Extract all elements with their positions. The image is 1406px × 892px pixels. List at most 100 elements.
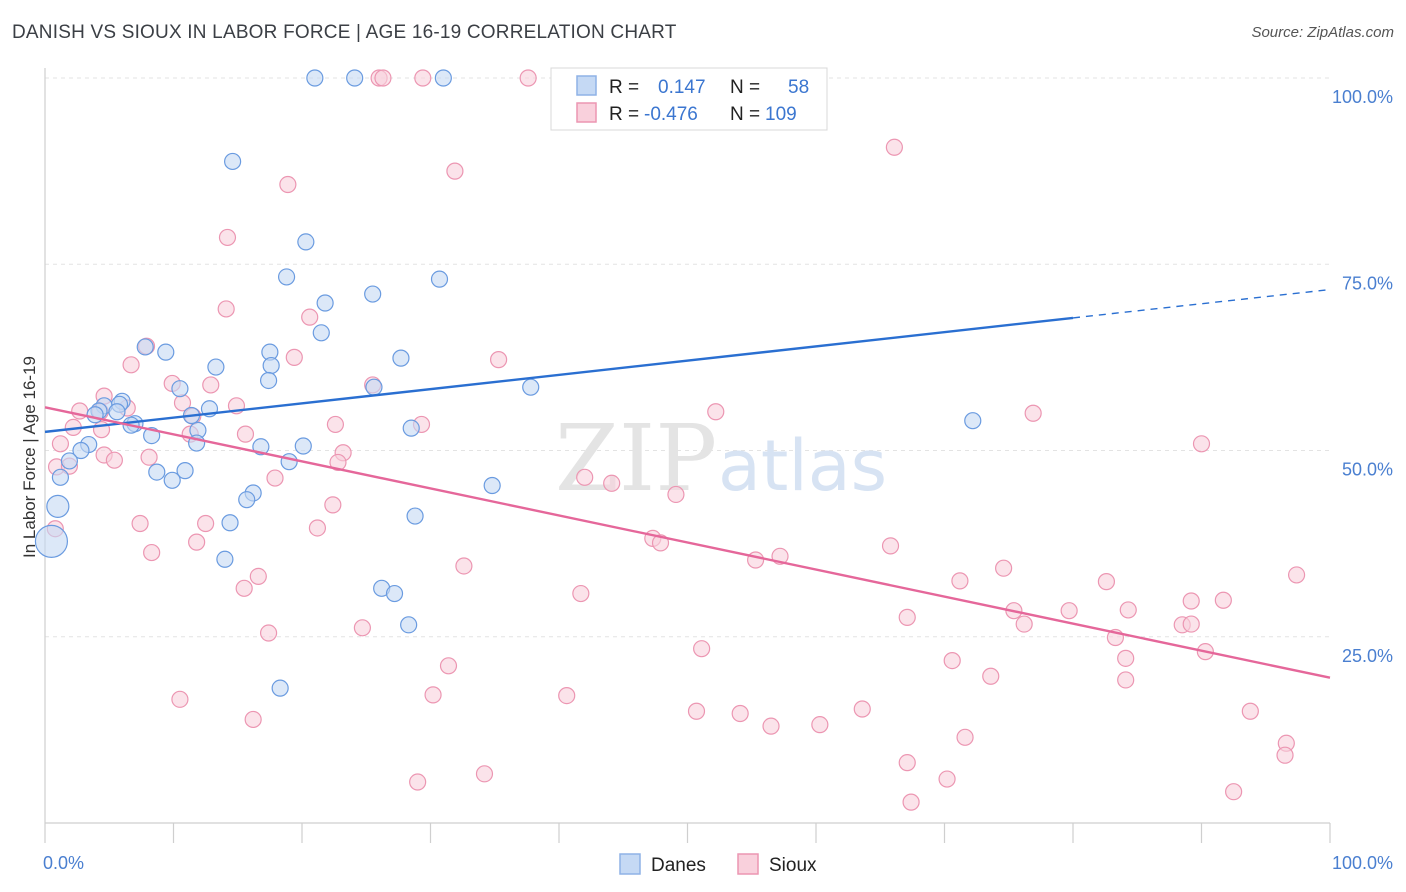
danes-point <box>221 514 239 532</box>
sioux-point <box>1117 671 1135 689</box>
sioux-point <box>603 474 621 492</box>
danes-point <box>280 453 298 471</box>
y-tick-label: 75.0% <box>1342 273 1393 293</box>
sioux-point <box>326 415 345 434</box>
trend-lines <box>44 288 1331 679</box>
sioux-point <box>576 468 594 486</box>
watermark-atlas: atlas <box>718 425 887 507</box>
legend-n-value-sioux: 109 <box>765 104 797 125</box>
watermark: ZIP atlas <box>555 405 887 512</box>
sioux-point <box>693 640 711 658</box>
sioux-point <box>414 69 432 87</box>
sioux-point <box>572 584 590 603</box>
danes-points <box>34 69 982 697</box>
sioux-point <box>1024 404 1042 422</box>
danes-point <box>34 524 69 558</box>
danes-point <box>483 476 501 495</box>
sioux-point <box>667 485 685 504</box>
sioux-point <box>1182 615 1200 633</box>
sioux-point <box>811 716 829 734</box>
danes-point <box>148 463 166 481</box>
sioux-point <box>898 608 916 626</box>
sioux-point <box>881 537 900 555</box>
danes-point <box>297 233 315 251</box>
danes-point <box>60 452 79 470</box>
sioux-point <box>329 453 347 472</box>
sioux-point <box>1182 592 1200 610</box>
sioux-point <box>853 700 871 718</box>
sioux-point <box>140 448 158 466</box>
sioux-point <box>171 690 189 708</box>
danes-point <box>316 294 334 312</box>
sioux-point <box>898 754 916 772</box>
sioux-point <box>747 551 765 569</box>
danes-point <box>72 441 90 460</box>
danes-point <box>46 494 70 518</box>
sioux-point <box>143 543 161 562</box>
sioux-point <box>446 162 464 180</box>
sioux-point <box>308 519 327 537</box>
danes-point <box>136 338 154 356</box>
bottom-legend-sioux: Sioux <box>769 855 817 876</box>
sioux-point <box>439 657 458 675</box>
danes-point <box>259 371 278 390</box>
sioux-point <box>475 765 494 783</box>
sioux-point <box>236 425 255 443</box>
bottom-legend-swatch-sioux <box>737 853 759 875</box>
sioux-point <box>409 773 427 791</box>
sioux-point <box>995 559 1013 577</box>
danes-point <box>400 616 418 634</box>
legend-n-value-danes: 58 <box>788 77 809 98</box>
sioux-point <box>938 770 956 788</box>
danes-point <box>312 324 330 342</box>
legend-n-label-sioux: N = <box>730 104 760 125</box>
sioux-point <box>455 557 473 575</box>
danes-point <box>163 471 181 489</box>
danes-point <box>51 468 70 486</box>
danes-point <box>171 380 189 398</box>
sioux-point <box>731 704 749 723</box>
danes-point <box>434 69 452 87</box>
sioux-point <box>285 348 303 366</box>
danes-point <box>207 358 225 376</box>
y-tick-label: 25.0% <box>1342 646 1393 666</box>
danes-point <box>385 584 404 603</box>
danes-point <box>262 356 280 375</box>
bottom-legend-danes: Danes <box>651 855 706 876</box>
bottom-legend: Danes Sioux <box>619 853 817 876</box>
sioux-point <box>490 351 508 369</box>
sioux-point <box>244 710 262 729</box>
sioux-point <box>762 717 780 735</box>
sioux-point <box>1241 702 1259 720</box>
danes-point <box>238 491 256 509</box>
danes-point <box>108 403 126 421</box>
sioux-point <box>982 667 1000 685</box>
sioux-point <box>1192 435 1211 453</box>
x-tick-label: 100.0% <box>1332 853 1393 873</box>
danes-point <box>86 406 104 424</box>
y-axis-label: In Labor Force | Age 16-19 <box>20 356 39 558</box>
sioux-point <box>259 624 278 642</box>
danes-point <box>365 378 383 396</box>
sioux-point <box>188 533 206 551</box>
sioux-point <box>51 435 70 453</box>
sioux-point <box>1214 591 1232 609</box>
sioux-point <box>217 300 235 318</box>
watermark-zip: ZIP <box>555 405 717 512</box>
danes-point <box>216 550 234 568</box>
danes-point <box>346 69 364 87</box>
danes-point <box>176 462 194 480</box>
sioux-point <box>1117 649 1135 667</box>
danes-point <box>964 412 982 430</box>
sioux-point <box>951 572 969 590</box>
legend-r-label-danes: R = <box>609 77 639 98</box>
sioux-point <box>279 175 297 194</box>
danes-point <box>277 268 296 286</box>
danes-point <box>364 285 382 303</box>
legend-r-label-sioux: R = <box>609 104 639 125</box>
sioux-point <box>218 228 237 247</box>
sioux-point <box>1276 746 1294 764</box>
bottom-legend-swatch-danes <box>619 853 641 875</box>
sioux-point <box>131 514 149 533</box>
danes-point <box>224 152 242 171</box>
